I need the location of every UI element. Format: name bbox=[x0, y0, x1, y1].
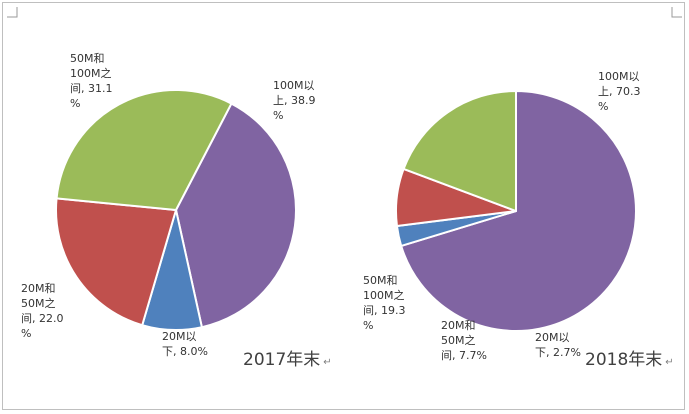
pie-2018-label-under-20m: 20M以下, 2.7% bbox=[535, 331, 581, 359]
pie-2018-label-100m-plus-line: % bbox=[598, 100, 608, 113]
chart-title-2018-text: 2018年末 bbox=[585, 350, 662, 370]
pie-2018-label-20m-50m: 20M和 50M之间, 7.7% bbox=[441, 319, 487, 362]
pie-2017-label-50m-100m-line: 间, 31.1 bbox=[70, 82, 113, 95]
pie-chart-2018: 100M以上, 70.3 %20M以下, 2.7%20M和 50M之间, 7.7%5… bbox=[363, 70, 674, 370]
chart-title-2018: 2018年末 ↵ bbox=[585, 350, 674, 370]
pie-2018-label-50m-100m-line: 100M之 bbox=[363, 288, 405, 302]
pie-2018-label-100m-plus-line: 100M以 bbox=[598, 70, 640, 83]
pie-2017-label-20m-50m-line: % bbox=[21, 327, 31, 340]
pie-2017-label-under-20m: 20M以下, 8.0% bbox=[162, 330, 208, 358]
pie-2017-label-20m-50m: 20M和 50M之间, 22.0% bbox=[21, 282, 64, 340]
pie-2017-label-under-20m-line: 下, 8.0% bbox=[162, 345, 208, 358]
pie-2018-slices bbox=[395, 90, 637, 332]
pie-2018-label-50m-100m-line: 间, 19.3 bbox=[363, 304, 406, 317]
chart-title-2017: 2017年末 ↵ bbox=[243, 350, 332, 370]
pie-2018-slice-100m-plus bbox=[400, 90, 637, 332]
pie-2017-label-50m-100m-line: 50M和 bbox=[70, 52, 105, 65]
pie-charts-canvas: 100M以上, 38.9 %20M以下, 8.0%20M和 50M之间, 22.0%… bbox=[7, 7, 682, 370]
pie-2018-label-under-20m-line: 下, 2.7% bbox=[535, 346, 581, 359]
pie-chart-2017: 100M以上, 38.9 % 20M以下, 8.0% 20M和 50M之间, 22.0%… bbox=[21, 52, 332, 370]
return-mark-2018: ↵ bbox=[665, 357, 673, 368]
pie-2017-label-100m-plus-line: 100M以 bbox=[273, 79, 315, 92]
pie-2017-slice-20m-50m bbox=[55, 197, 177, 327]
pie-2018-label-20m-50m-line: 20M和 bbox=[441, 319, 476, 332]
pie-2017-slices bbox=[55, 89, 297, 331]
pie-2017-label-under-20m-line: 20M以 bbox=[162, 330, 197, 343]
pie-2017-label-20m-50m-line: 间, 22.0 bbox=[21, 312, 64, 325]
pie-2018-label-50m-100m: 50M和 100M之间, 19.3% bbox=[363, 274, 406, 332]
pie-2017-label-100m-plus: 100M以上, 38.9% bbox=[273, 79, 316, 122]
corner-mark-top-left bbox=[7, 7, 18, 18]
pie-2017-slice-100m-plus bbox=[175, 102, 297, 329]
pie-2018-label-under-20m-line: 20M以 bbox=[535, 331, 570, 344]
pie-2017-label-20m-50m-line: 50M之 bbox=[21, 296, 56, 310]
pie-2017-slice-50m-100m bbox=[55, 89, 233, 211]
chart-title-2017-text: 2017年末 bbox=[243, 350, 320, 370]
pie-2017-label-50m-100m-line: 100M之 bbox=[70, 66, 112, 80]
pie-2017-label-50m-100m-line: % bbox=[70, 97, 80, 110]
pie-2018-slice-50m-100m bbox=[402, 90, 517, 212]
pie-2018-label-50m-100m-line: % bbox=[363, 319, 373, 332]
pie-2018-label-100m-plus: 100M以上, 70.3% bbox=[598, 70, 641, 113]
pie-2018-label-20m-50m-line: 50M之 bbox=[441, 333, 476, 347]
pie-2017-label-50m-100m: 50M和 100M之间, 31.1% bbox=[70, 52, 113, 110]
pie-2017-label-20m-50m-line: 20M和 bbox=[21, 282, 56, 295]
pie-2018-label-100m-plus-line: 上, 70.3 bbox=[598, 85, 641, 98]
chart-frame: 100M以上, 38.9% 20M以下, 8.0% 20M和 50M之间, 22.0%… bbox=[2, 2, 685, 410]
corner-mark-top-right bbox=[671, 7, 682, 18]
pie-2017-labels: 100M以上, 38.9 % 20M以下, 8.0% 20M和 50M之间, 22.0%… bbox=[21, 52, 316, 358]
pie-2018-label-20m-50m-line: 间, 7.7% bbox=[441, 349, 487, 362]
pie-2018-labels: 100M以上, 70.3 %20M以下, 2.7%20M和 50M之间, 7.7%5… bbox=[363, 70, 641, 362]
pie-2018-label-50m-100m-line: 50M和 bbox=[363, 274, 398, 287]
pie-2017-label-100m-plus-line: % bbox=[273, 109, 283, 122]
pie-2017-label-100m-plus-line: 上, 38.9 bbox=[273, 94, 316, 107]
return-mark-2017: ↵ bbox=[323, 357, 331, 368]
